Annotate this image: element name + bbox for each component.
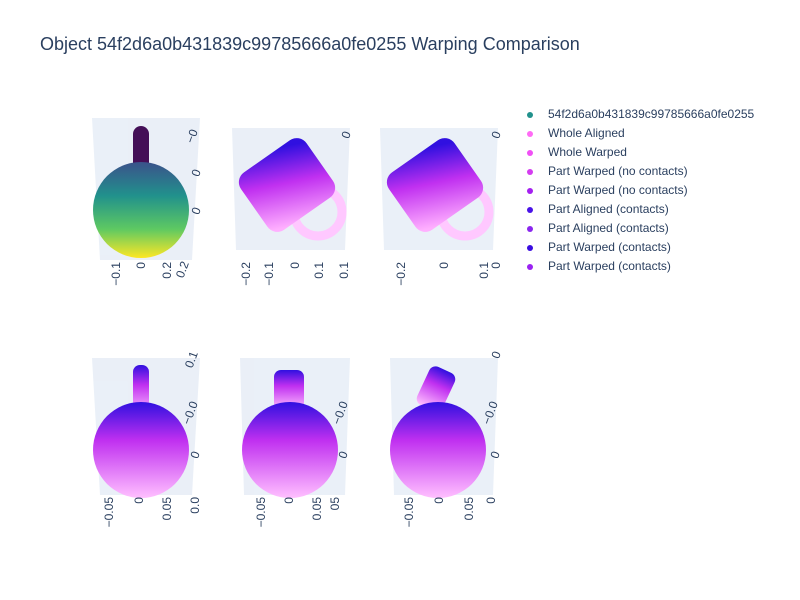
legend-marker [527, 245, 533, 251]
tick-label: 0 [134, 262, 148, 269]
tick-label: 0 [432, 497, 446, 504]
tick-label: 0 [188, 205, 204, 216]
tick-label: 0 [132, 497, 146, 504]
tick-label: 0 [187, 449, 203, 460]
point-cloud [386, 138, 494, 241]
tick-label: 0.2 [160, 262, 174, 279]
tick-label: −0.05 [102, 497, 116, 528]
legend-label: Part Warped (contacts) [548, 240, 671, 254]
tick-label: 0 [288, 262, 302, 269]
tick-label: 0 [487, 449, 503, 460]
tick-label: 0.05 [160, 497, 174, 521]
tick-label: 0 [335, 449, 351, 460]
tick-label: 0.05 [462, 497, 476, 521]
chart-title: Object 54f2d6a0b431839c99785666a0fe0255 … [40, 34, 580, 54]
tick-label: 05 [328, 497, 342, 511]
legend-label: Whole Warped [548, 145, 627, 159]
point-cloud [93, 126, 189, 258]
legend-marker [527, 226, 533, 232]
point-cloud [93, 365, 189, 498]
legend-marker [527, 264, 533, 270]
tick-label: −0.1 [109, 262, 123, 286]
legend-marker [527, 188, 533, 194]
tick-label: −0 [183, 127, 201, 145]
tick-label: 0 [437, 262, 451, 269]
legend-label: Part Aligned (contacts) [548, 202, 669, 216]
tick-label: 0 [188, 167, 204, 178]
tick-label: 0.1 [337, 262, 351, 279]
tick-label: 0.1 [182, 349, 201, 370]
legend-label: Whole Aligned [548, 126, 625, 140]
legend-marker [527, 112, 533, 118]
tick-label: 0 [488, 129, 504, 140]
tick-label: 0.05 [310, 497, 324, 521]
tick-label: 0.1 [477, 262, 491, 279]
tick-label: −0.05 [254, 497, 268, 528]
tick-label: 0.2 [173, 259, 192, 280]
point-cloud [390, 366, 486, 498]
tick-label: 0 [338, 129, 354, 140]
point-cloud [242, 370, 338, 498]
tick-label: 0 [484, 497, 498, 504]
labels: 54f2d6a0b431839c99785666a0fe0255 Whole Al… [102, 107, 754, 527]
tick-label: 0 [282, 497, 296, 504]
legend-marker [527, 207, 533, 213]
legend-marker [527, 150, 533, 156]
tick-label: −0.2 [239, 262, 253, 286]
legend-label: Part Warped (no contacts) [548, 183, 688, 197]
legend-marker [527, 169, 533, 175]
tick-label: −0.2 [394, 262, 408, 286]
tick-label: 0 [488, 349, 504, 360]
legend-label: Part Warped (contacts) [548, 259, 671, 273]
legend-marker [527, 131, 533, 137]
legend-label: 54f2d6a0b431839c99785666a0fe0255 [548, 107, 755, 121]
tick-label: −0.1 [262, 262, 276, 286]
point-cloud [238, 138, 347, 241]
tick-label: 0.1 [312, 262, 326, 279]
legend-label: Part Warped (no contacts) [548, 164, 688, 178]
tick-label: −0.05 [402, 497, 416, 528]
legend-label: Part Aligned (contacts) [548, 221, 669, 235]
tick-label: 0.0 [188, 497, 202, 514]
tick-label: 0 [489, 262, 503, 269]
